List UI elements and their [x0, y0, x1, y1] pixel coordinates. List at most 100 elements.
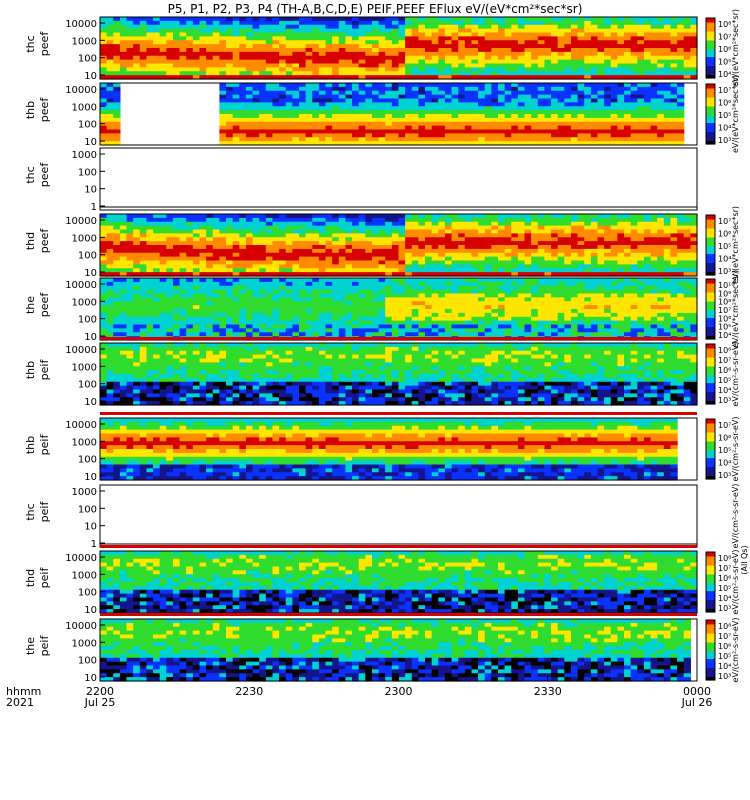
heatmap-cell [199, 44, 207, 49]
heatmap-cell [219, 20, 227, 26]
heatmap-cell [106, 260, 114, 265]
heatmap-cell [670, 137, 678, 142]
heatmap-cell [498, 86, 506, 92]
heatmap-cell [318, 51, 327, 57]
heatmap-cell [478, 44, 486, 49]
heatmap-cell [299, 268, 307, 273]
heatmap-cell [378, 40, 386, 45]
heatmap-cell [478, 225, 486, 231]
heatmap-cell [464, 133, 473, 138]
heatmap-cell [365, 86, 373, 92]
heatmap-cell [318, 233, 327, 238]
heatmap-cell [345, 278, 353, 283]
heatmap-cell [471, 221, 479, 227]
heatmap-cell [199, 217, 207, 223]
heatmap-cell [100, 324, 108, 329]
heatmap-cell [431, 40, 439, 45]
heatmap-cell [133, 214, 141, 219]
heatmap-cell [299, 312, 307, 318]
heatmap-cell [597, 71, 605, 76]
heatmap-cell [630, 71, 638, 76]
heatmap-cell [670, 20, 678, 26]
heatmap-cell [663, 233, 672, 238]
heatmap-cell [378, 20, 386, 26]
heatmap-cell [352, 233, 360, 238]
heatmap-cell [252, 17, 260, 22]
heatmap-cell [318, 129, 327, 134]
heatmap-cell [139, 256, 148, 262]
heatmap-cell [285, 260, 293, 265]
heatmap-cell [630, 125, 638, 131]
heatmap-cell [478, 32, 486, 37]
heatmap-cell [232, 71, 240, 76]
heatmap-cell [504, 44, 512, 49]
heatmap-cell [186, 32, 194, 37]
heatmap-cell [584, 94, 592, 100]
heatmap-cell [663, 256, 672, 262]
heatmap-cell [471, 241, 479, 246]
heatmap-cell [106, 256, 114, 262]
heatmap-cell [657, 48, 665, 53]
heatmap-cell [411, 71, 419, 76]
heatmap-cell [624, 44, 632, 49]
heatmap-cell [219, 260, 227, 265]
heatmap-cell [484, 36, 492, 41]
heatmap-cell [590, 264, 599, 269]
heatmap-cell [312, 59, 320, 65]
heatmap-cell [471, 90, 479, 96]
heatmap-cell [159, 332, 167, 337]
heatmap-cell [245, 293, 254, 298]
heatmap-cell [431, 75, 439, 80]
heatmap-cell [179, 248, 187, 254]
panel-thc-peef-3 [99, 147, 698, 211]
heatmap-cell [332, 114, 340, 119]
heatmap-cell [398, 281, 406, 287]
heatmap-cell [444, 225, 453, 231]
heatmap-cell [517, 67, 526, 72]
colorbar-segment [706, 129, 715, 132]
heatmap-cell [153, 221, 161, 227]
heatmap-cell [332, 305, 340, 310]
heatmap-cell [345, 332, 353, 337]
heatmap-cell [491, 129, 499, 134]
heatmap-cell [557, 17, 565, 22]
heatmap-cell [232, 256, 240, 262]
heatmap-cell [391, 86, 400, 92]
heatmap-cell [484, 90, 492, 96]
heatmap-cell [471, 36, 479, 41]
heatmap-cell [617, 51, 625, 57]
heatmap-cell [153, 252, 161, 258]
heatmap-cell [411, 260, 419, 265]
colorbar-segment [706, 121, 715, 124]
heatmap-cell [259, 268, 267, 273]
heatmap-cell [643, 141, 652, 146]
heatmap-cell [272, 129, 280, 134]
heatmap-cell [451, 141, 459, 146]
heatmap-cell [418, 264, 426, 269]
heatmap-cell [464, 28, 473, 34]
heatmap-cell [365, 264, 373, 269]
colorbar-segment [706, 60, 715, 63]
heatmap-cell [670, 272, 678, 277]
heatmap-cell [650, 248, 658, 254]
heatmap-cell [577, 86, 585, 92]
heatmap-cell [385, 293, 393, 298]
heatmap-cell [265, 141, 274, 146]
species-label: peef [38, 162, 51, 188]
heatmap-cell [544, 86, 552, 92]
heatmap-cell [239, 316, 247, 322]
heatmap-cell [411, 272, 419, 277]
heatmap-cell [544, 121, 552, 127]
colorbar-segment [706, 75, 715, 78]
heatmap-cell [133, 59, 141, 65]
heatmap-cell [106, 301, 114, 306]
heatmap-cell [259, 71, 267, 76]
heatmap-cell [265, 312, 274, 318]
heatmap-cell [657, 36, 665, 41]
heatmap-cell [305, 233, 313, 238]
heatmap-cell [285, 48, 293, 53]
heatmap-cell [292, 59, 300, 65]
heatmap-cell [471, 229, 479, 234]
heatmap-cell [312, 117, 320, 123]
heatmap-cell [478, 129, 486, 134]
